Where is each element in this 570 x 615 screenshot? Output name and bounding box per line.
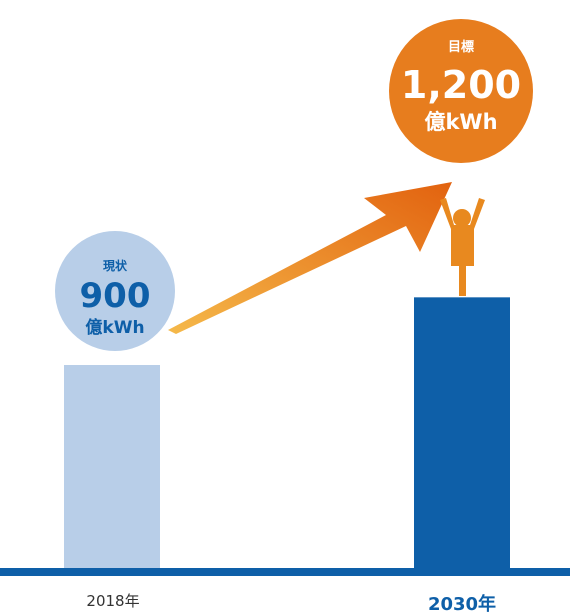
current-tag: 現状: [103, 258, 128, 273]
target-unit: 億kWh: [424, 110, 497, 134]
x-axis-baseline: [0, 568, 570, 576]
up-right-arrow-icon: [168, 182, 452, 334]
current-value: 900: [80, 276, 151, 316]
current-value-bubble: 現状 900 億kWh: [55, 231, 175, 351]
person-cheering-icon: [440, 198, 485, 296]
target-tag: 目標: [448, 39, 474, 55]
x-tick-label-2018: 2018年: [86, 592, 139, 610]
target-value: 1,200: [401, 63, 521, 107]
bar-2018: [64, 365, 160, 568]
target-value-bubble: 目標 1,200 億kWh: [389, 19, 533, 163]
bar-2030: [414, 297, 510, 568]
x-tick-label-2030: 2030年: [428, 593, 496, 615]
current-unit: 億kWh: [85, 317, 144, 338]
